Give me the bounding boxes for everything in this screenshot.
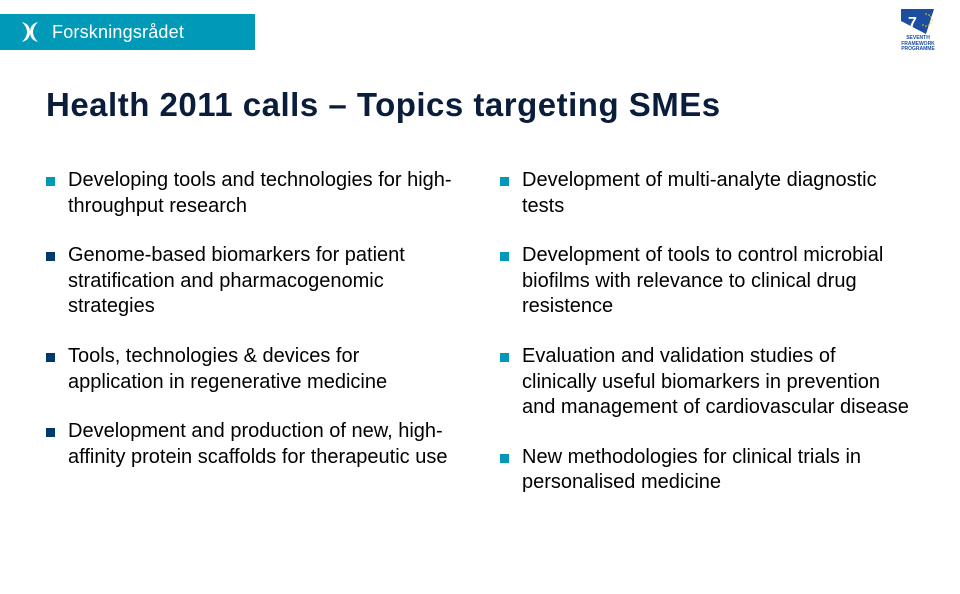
list-item: Genome-based biomarkers for patient stra…: [46, 243, 460, 320]
list-item: Tools, technologies & devices for applic…: [46, 344, 460, 395]
list-item: Development of tools to control microbia…: [500, 243, 914, 320]
list-item: New methodologies for clinical trials in…: [500, 445, 914, 496]
right-list: Development of multi-analyte diagnostic …: [500, 168, 914, 496]
org-name: Forskningsrådet: [52, 22, 184, 43]
org-logo-icon: [18, 20, 42, 44]
list-item: Development and production of new, high-…: [46, 419, 460, 470]
list-item: Evaluation and validation studies of cli…: [500, 344, 914, 421]
left-column: Developing tools and technologies for hi…: [46, 168, 460, 520]
list-item: Developing tools and technologies for hi…: [46, 168, 460, 219]
svg-text:7: 7: [908, 15, 917, 32]
fp7-flag-icon: 7: [898, 6, 938, 34]
right-column: Development of multi-analyte diagnostic …: [500, 168, 914, 520]
fp7-caption: SEVENTH FRAMEWORK PROGRAMME: [890, 36, 946, 53]
list-item: Development of multi-analyte diagnostic …: [500, 168, 914, 219]
header-bar: Forskningsrådet: [0, 14, 255, 50]
left-list: Developing tools and technologies for hi…: [46, 168, 460, 470]
content-columns: Developing tools and technologies for hi…: [46, 168, 914, 520]
fp7-logo: 7 SEVENTH FRAMEWORK PROGRAMME: [890, 6, 946, 53]
page-title: Health 2011 calls – Topics targeting SME…: [46, 86, 721, 124]
